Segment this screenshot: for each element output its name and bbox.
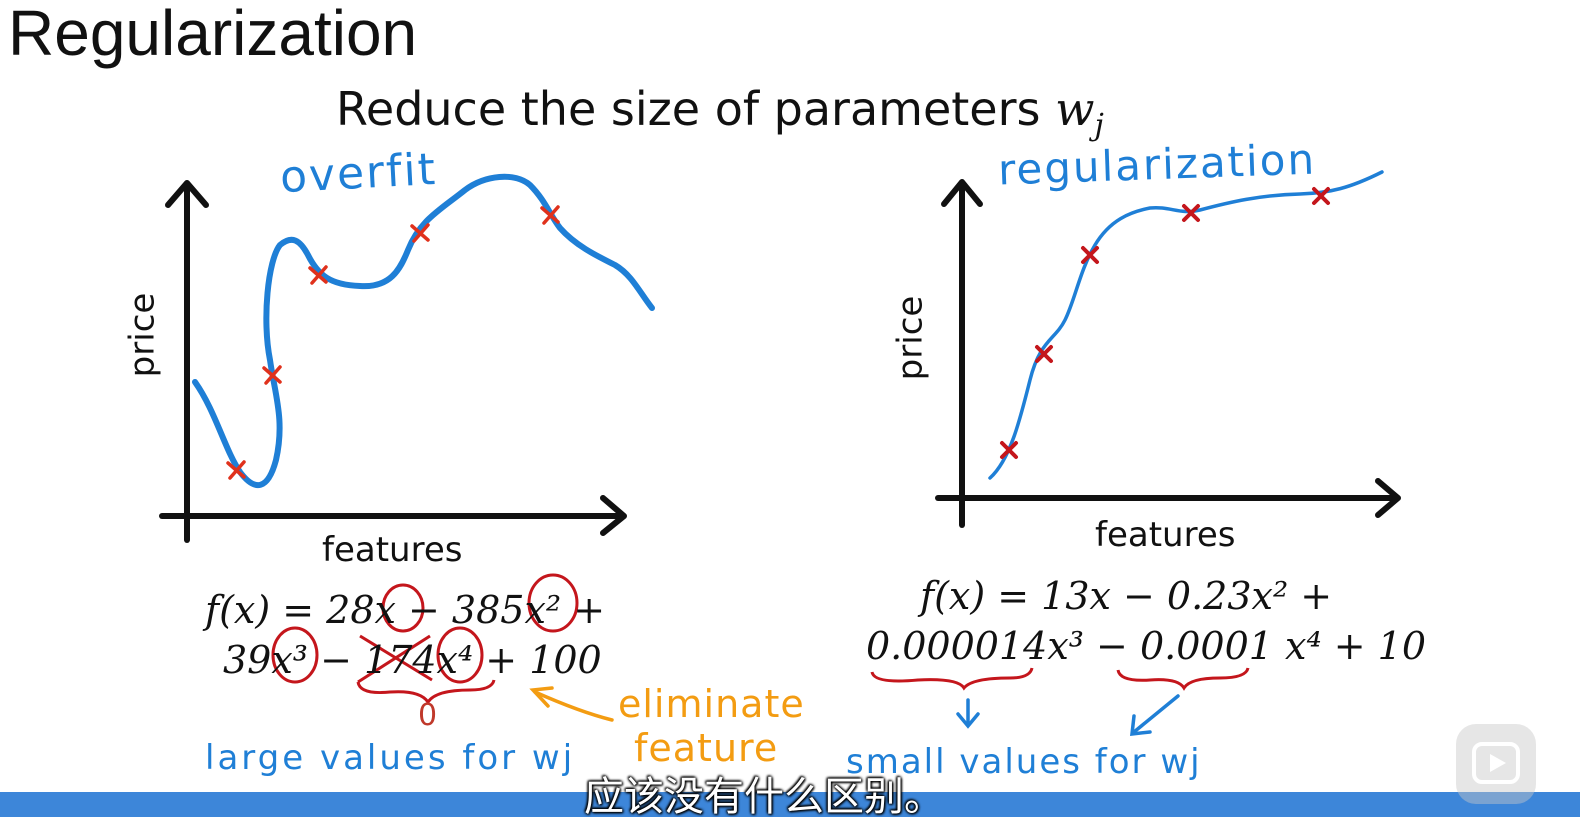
brace-right-1 — [870, 667, 1034, 691]
eliminate-arrow — [529, 686, 614, 722]
right-blue-arrows — [956, 694, 1180, 736]
slide-subtitle: Reduce the size of parameters wj — [336, 82, 1104, 143]
left-point-1 — [226, 460, 246, 480]
left-equation-marks — [271, 573, 579, 705]
circle-x4 — [436, 626, 484, 684]
circle-x — [381, 583, 425, 633]
left-data-points — [226, 205, 560, 480]
left-ylabel: price — [122, 292, 163, 378]
large-values-note: large values for wj — [205, 738, 576, 778]
left-y-arrow — [165, 180, 209, 208]
small-values-note: small values for wj — [846, 742, 1202, 782]
regularization-curve — [988, 170, 1384, 480]
zero-note: 0 — [418, 698, 438, 733]
video-subtitle: 应该没有什么区别。 — [584, 774, 944, 820]
overfit-annotation: overfit — [278, 143, 439, 204]
circle-x3 — [271, 626, 319, 684]
strike-174-b — [359, 634, 433, 682]
right-point-1 — [1000, 441, 1018, 459]
overfit-curve — [192, 173, 655, 489]
brace-right-2 — [1116, 667, 1250, 691]
right-point-2 — [1035, 345, 1053, 363]
subtitle-subscript: j — [1094, 108, 1104, 144]
eliminate-note-line1: eliminate — [618, 682, 805, 726]
left-point-5 — [540, 205, 560, 225]
subtitle-variable: w — [1055, 82, 1095, 136]
circle-x2 — [527, 573, 579, 633]
slide-title: Regularization — [8, 0, 418, 69]
right-ylabel: price — [890, 295, 931, 381]
right-y-arrow — [941, 179, 983, 207]
right-point-5 — [1312, 187, 1330, 205]
subtitle-text: Reduce the size of parameters — [336, 82, 1056, 136]
video-progress-bar[interactable] — [0, 792, 1580, 817]
right-equation-braces — [870, 667, 1250, 691]
left-point-2 — [262, 365, 282, 385]
right-equation-line2: 0.000014x³ − 0.0001 x⁴ + 10 — [866, 624, 1427, 668]
left-equation-line1: f(x) = 28x − 385x² + — [205, 588, 606, 632]
strike-174 — [357, 634, 431, 684]
left-point-4 — [410, 223, 430, 243]
eliminate-note-line2: feature — [634, 726, 779, 770]
brace-left — [356, 679, 496, 705]
right-x-arrow — [1375, 478, 1401, 518]
right-data-points — [1000, 187, 1330, 459]
left-axes — [159, 180, 627, 543]
left-point-3 — [308, 265, 328, 285]
right-point-3 — [1081, 246, 1099, 264]
right-xlabel: features — [1095, 515, 1236, 555]
left-x-arrow — [600, 495, 627, 536]
play-button[interactable] — [1456, 724, 1536, 804]
right-axes — [935, 179, 1401, 528]
right-equation-line1: f(x) = 13x − 0.23x² + — [920, 574, 1333, 618]
play-icon — [1472, 742, 1520, 784]
left-xlabel: features — [322, 530, 463, 570]
right-point-4 — [1182, 204, 1200, 222]
left-equation-line2: 39x³ − 174x⁴ + 100 — [223, 638, 602, 682]
